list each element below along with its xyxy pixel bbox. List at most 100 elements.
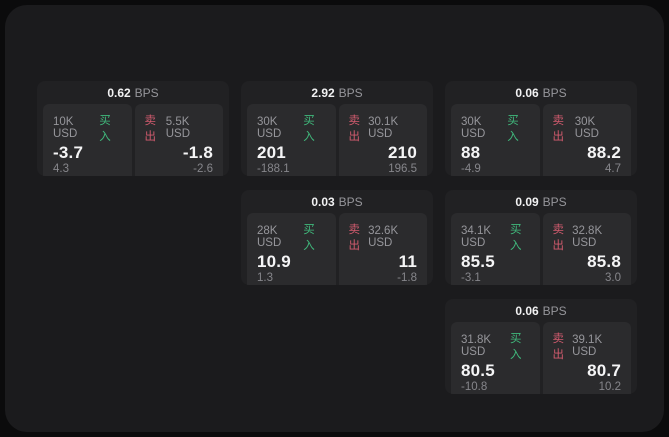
- spread-value: 0.03: [311, 195, 335, 209]
- spread-header: 0.06 BPS: [445, 81, 637, 103]
- buy-quote-panel[interactable]: 31.8K USD 买入 80.5 -10.8: [451, 322, 540, 394]
- buy-size-label: 28K USD: [257, 225, 282, 249]
- spread-header: 0.03 BPS: [241, 190, 433, 212]
- sell-pane-header: 卖出 5.5K USD: [145, 112, 214, 144]
- buy-quote-panel[interactable]: 28K USD 买入 10.9 1.3: [247, 213, 336, 285]
- sell-price-value: 88.2: [587, 143, 621, 162]
- spread-header: 0.06 BPS: [445, 299, 637, 321]
- buy-price-value: 80.5: [461, 361, 495, 380]
- quote-card: 0.09 BPS 34.1K USD 买入 85.5 -3.1 卖出 32.8K…: [445, 190, 637, 285]
- buy-quote-panel[interactable]: 34.1K USD 买入 85.5 -3.1: [451, 213, 540, 285]
- sell-change-value: 3.0: [605, 271, 621, 284]
- buy-change-value: 1.3: [257, 271, 273, 284]
- spread-header: 0.62 BPS: [37, 81, 229, 103]
- spread-value: 2.92: [311, 86, 335, 100]
- sell-price-value: 11: [398, 252, 417, 271]
- spread-value: 0.09: [515, 195, 539, 209]
- buy-pane-header: 31.8K USD 买入: [461, 330, 530, 362]
- buy-change-value: -3.1: [461, 271, 481, 284]
- app-window: 0.62 BPS 10K USD 买入 -3.7 4.3 卖出 5.5K USD…: [5, 5, 664, 432]
- sell-size-label: 32.8K USD: [572, 225, 603, 249]
- sell-side-label: 卖出: [552, 224, 565, 252]
- sell-quote-panel[interactable]: 卖出 39.1K USD 80.7 10.2: [542, 322, 631, 394]
- quote-card-body: 30K USD 买入 201 -188.1 卖出 30.1K USD 210 1…: [241, 103, 433, 176]
- buy-size-label: 31.8K USD: [461, 334, 492, 358]
- spread-value: 0.06: [515, 304, 539, 318]
- buy-pane-header: 30K USD 买入: [461, 112, 530, 144]
- buy-side-label: 买入: [509, 224, 522, 252]
- buy-side-label: 买入: [509, 333, 522, 361]
- spread-value: 0.62: [107, 86, 131, 100]
- buy-size-label: 30K USD: [461, 116, 486, 140]
- sell-size-label: 5.5K USD: [165, 116, 191, 140]
- buy-pane-header: 34.1K USD 买入: [461, 221, 530, 253]
- buy-side-label: 买入: [303, 115, 315, 143]
- sell-change-value: 4.7: [605, 162, 621, 175]
- buy-price-value: 85.5: [461, 252, 495, 271]
- buy-pane-header: 10K USD 买入: [53, 112, 122, 144]
- buy-change-value: 4.3: [53, 162, 69, 175]
- sell-size-label: 30.1K USD: [368, 116, 399, 140]
- buy-size-label: 30K USD: [257, 116, 282, 140]
- buy-change-value: -4.9: [461, 162, 481, 175]
- buy-price-value: -3.7: [53, 143, 84, 162]
- spread-unit: BPS: [542, 195, 567, 209]
- sell-price-value: 210: [388, 143, 417, 162]
- sell-price-value: -1.8: [182, 143, 213, 162]
- quote-card-body: 28K USD 买入 10.9 1.3 卖出 32.6K USD 11 -1.8: [241, 212, 433, 285]
- sell-side-label: 卖出: [552, 333, 565, 361]
- quote-card-body: 31.8K USD 买入 80.5 -10.8 卖出 39.1K USD 80.…: [445, 321, 637, 394]
- sell-size-label: 30K USD: [574, 116, 599, 140]
- buy-size-label: 10K USD: [53, 116, 78, 140]
- buy-pane-header: 30K USD 买入: [257, 112, 326, 144]
- sell-side-label: 卖出: [348, 224, 361, 252]
- quote-card-body: 30K USD 买入 88 -4.9 卖出 30K USD 88.2 4.7: [445, 103, 637, 176]
- spread-value: 0.06: [515, 86, 539, 100]
- buy-side-label: 买入: [99, 115, 111, 143]
- sell-change-value: -2.6: [193, 162, 213, 175]
- sell-side-label: 卖出: [144, 115, 157, 143]
- sell-size-label: 32.6K USD: [368, 225, 399, 249]
- quote-card: 0.03 BPS 28K USD 买入 10.9 1.3 卖出 32.6K US…: [241, 190, 433, 285]
- sell-pane-header: 卖出 32.8K USD: [553, 221, 622, 253]
- sell-quote-panel[interactable]: 卖出 30.1K USD 210 196.5: [338, 104, 427, 176]
- buy-side-label: 买入: [507, 115, 519, 143]
- quote-card: 0.06 BPS 30K USD 买入 88 -4.9 卖出 30K USD 8…: [445, 81, 637, 176]
- spread-unit: BPS: [338, 195, 363, 209]
- sell-change-value: 196.5: [388, 162, 417, 175]
- quote-card-body: 10K USD 买入 -3.7 4.3 卖出 5.5K USD -1.8 -2.…: [37, 103, 229, 176]
- sell-quote-panel[interactable]: 卖出 32.8K USD 85.8 3.0: [542, 213, 631, 285]
- quote-card-body: 34.1K USD 买入 85.5 -3.1 卖出 32.8K USD 85.8…: [445, 212, 637, 285]
- sell-side-label: 卖出: [348, 115, 361, 143]
- buy-quote-panel[interactable]: 10K USD 买入 -3.7 4.3: [43, 104, 132, 176]
- spread-unit: BPS: [134, 86, 159, 100]
- sell-change-value: 10.2: [598, 380, 621, 393]
- buy-side-label: 买入: [303, 224, 315, 252]
- sell-pane-header: 卖出 32.6K USD: [349, 221, 418, 253]
- sell-price-value: 80.7: [587, 361, 621, 380]
- sell-pane-header: 卖出 30.1K USD: [349, 112, 418, 144]
- sell-pane-header: 卖出 39.1K USD: [553, 330, 622, 362]
- spread-unit: BPS: [338, 86, 363, 100]
- sell-quote-panel[interactable]: 卖出 5.5K USD -1.8 -2.6: [134, 104, 223, 176]
- sell-pane-header: 卖出 30K USD: [553, 112, 622, 144]
- quote-card: 2.92 BPS 30K USD 买入 201 -188.1 卖出 30.1K …: [241, 81, 433, 176]
- spread-header: 2.92 BPS: [241, 81, 433, 103]
- buy-change-value: -10.8: [461, 380, 488, 393]
- sell-side-label: 卖出: [552, 115, 565, 143]
- sell-quote-panel[interactable]: 卖出 32.6K USD 11 -1.8: [338, 213, 427, 285]
- buy-quote-panel[interactable]: 30K USD 买入 201 -188.1: [247, 104, 336, 176]
- sell-quote-panel[interactable]: 卖出 30K USD 88.2 4.7: [542, 104, 631, 176]
- spread-unit: BPS: [542, 304, 567, 318]
- buy-size-label: 34.1K USD: [461, 225, 492, 249]
- buy-price-value: 88: [461, 143, 481, 162]
- buy-pane-header: 28K USD 买入: [257, 221, 326, 253]
- quote-grid: 0.62 BPS 10K USD 买入 -3.7 4.3 卖出 5.5K USD…: [37, 81, 637, 394]
- spread-header: 0.09 BPS: [445, 190, 637, 212]
- buy-change-value: -188.1: [257, 162, 290, 175]
- sell-size-label: 39.1K USD: [572, 334, 603, 358]
- quote-card: 0.62 BPS 10K USD 买入 -3.7 4.3 卖出 5.5K USD…: [37, 81, 229, 176]
- sell-change-value: -1.8: [397, 271, 417, 284]
- sell-price-value: 85.8: [587, 252, 621, 271]
- buy-quote-panel[interactable]: 30K USD 买入 88 -4.9: [451, 104, 540, 176]
